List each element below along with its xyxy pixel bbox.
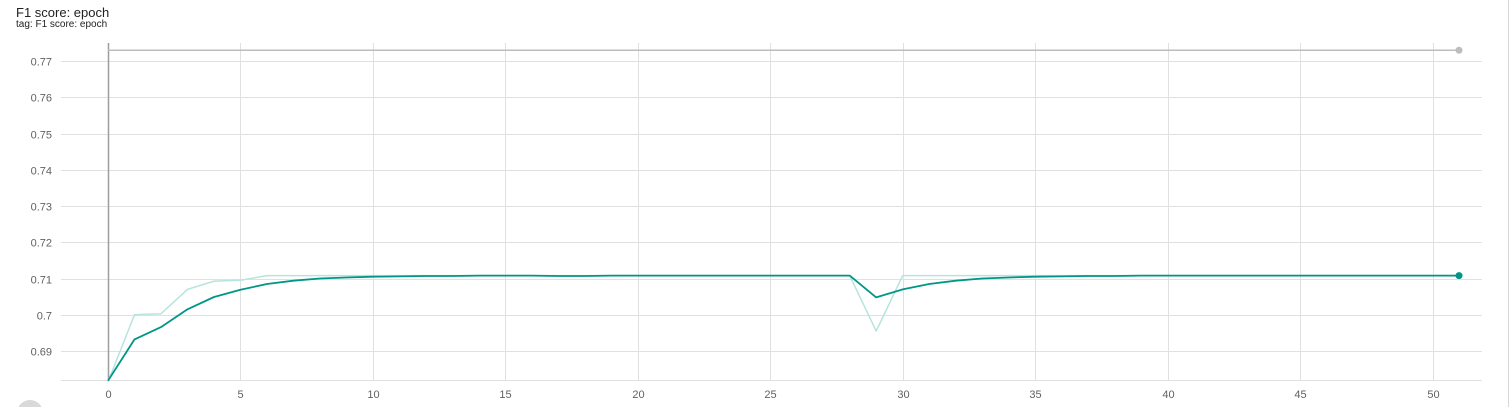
fit-domain-button[interactable] [17,400,43,407]
y-tick-label: 0.74 [31,166,52,178]
y-tick-label: 0.72 [31,238,52,250]
y-tick-label: 0.7 [37,311,52,323]
raw-series-line [107,274,1459,383]
tick-label-layer: 0.69 0.7 0.71 0.72 0.73 0.74 0.75 0.76 0.77 0 5 10 1… [31,57,1440,402]
reference-end-point [1455,46,1463,54]
x-tick-label: 25 [764,389,776,401]
y-tick-label: 0.75 [31,130,52,142]
x-tick-label: 10 [367,389,379,401]
x-tick-label: 15 [499,389,511,401]
y-tick-label: 0.69 [31,347,52,359]
x-tick-label: 50 [1427,389,1439,401]
smoothed-series-line [107,274,1459,382]
x-tick-label: 20 [632,389,644,401]
x-tick-label: 45 [1294,389,1306,401]
grid-layer [61,43,1482,380]
x-tick-label: 40 [1162,389,1174,401]
y-tick-label: 0.71 [31,275,52,287]
y-tick-label: 0.76 [31,93,52,105]
x-tick-label: 5 [237,389,243,401]
x-tick-label: 30 [897,389,909,401]
series-layer [107,46,1463,383]
y-tick-label: 0.73 [31,202,52,214]
chart-title: F1 score: epoch [16,5,110,20]
x-tick-label: 0 [105,389,111,401]
panel-divider [1508,0,1509,407]
chart-tag: tag: F1 score: epoch [16,19,108,30]
axis-layer [61,43,1482,381]
y-tick-label: 0.77 [31,57,52,69]
x-tick-label: 35 [1029,389,1041,401]
smoothed-end-point [1455,272,1463,280]
